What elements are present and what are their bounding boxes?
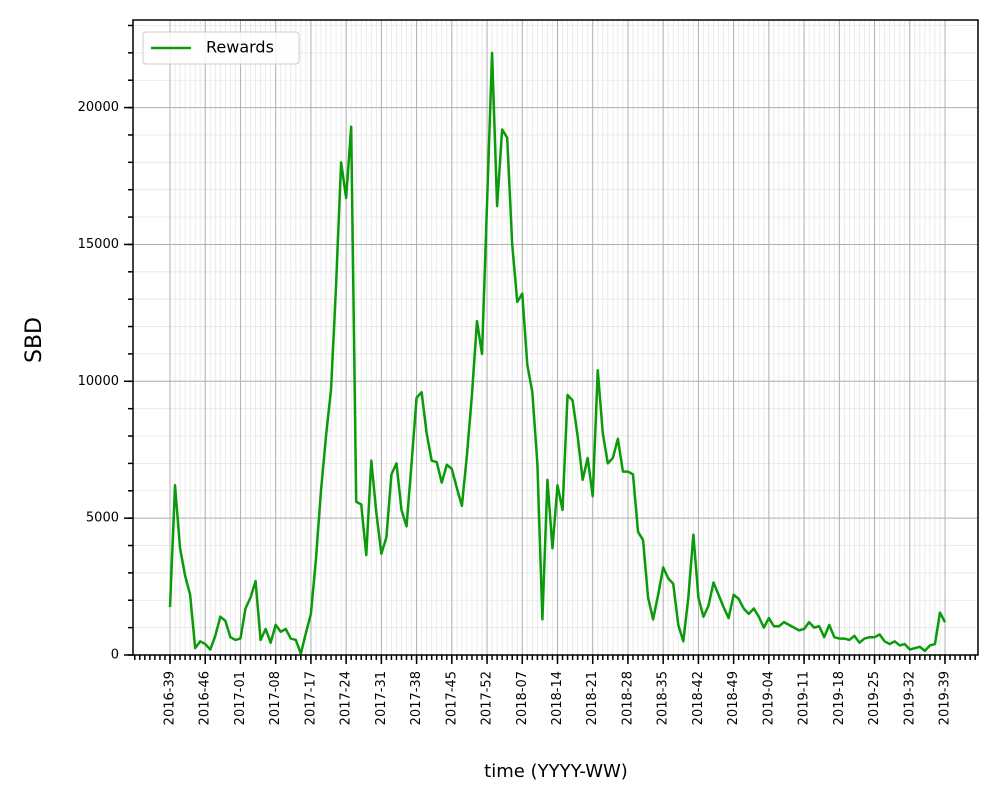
x-tick-label: 2017-52	[480, 671, 495, 725]
x-tick-label: 2018-28	[620, 671, 635, 725]
axes-frame	[132, 19, 979, 656]
y-tick-label: 15000	[78, 237, 119, 252]
x-tick-label: 2018-07	[515, 671, 530, 725]
y-axis-label: SBD	[22, 317, 47, 363]
x-tick-label: 2019-04	[761, 671, 776, 725]
x-tick-label: 2017-38	[409, 671, 424, 725]
data-line	[168, 51, 947, 655]
x-tick-label: 2016-39	[163, 671, 178, 725]
y-tick-label: 20000	[78, 100, 119, 115]
x-tick-label: 2017-17	[303, 671, 318, 725]
x-tick-label: 2017-31	[374, 671, 389, 725]
x-tick-label: 2017-01	[233, 671, 248, 725]
x-tick-label: 2019-18	[832, 671, 847, 725]
y-tick-label: 0	[111, 648, 119, 663]
x-tick-label: 2017-08	[268, 671, 283, 725]
x-tick-label: 2019-39	[938, 671, 953, 725]
x-tick-label: 2017-24	[339, 671, 354, 725]
x-tick-label: 2018-49	[726, 671, 741, 725]
y-tick-label: 10000	[78, 374, 119, 389]
x-tick-label: 2018-14	[550, 671, 565, 725]
x-tick-label: 2018-35	[656, 671, 671, 725]
x-tick-label: 2019-32	[902, 671, 917, 725]
legend-box	[142, 31, 300, 65]
x-tick-label: 2019-11	[797, 671, 812, 725]
x-tick-label: 2018-21	[585, 671, 600, 725]
x-tick-label: 2017-45	[444, 671, 459, 725]
y-tick-label: 5000	[86, 511, 119, 526]
x-tick-label: 2019-25	[867, 671, 882, 725]
x-tick-label: 2016-46	[198, 671, 213, 725]
x-axis-label: time (YYYY-WW)	[484, 761, 628, 782]
legend-label: Rewards	[206, 38, 274, 57]
x-tick-label: 2018-42	[691, 671, 706, 725]
